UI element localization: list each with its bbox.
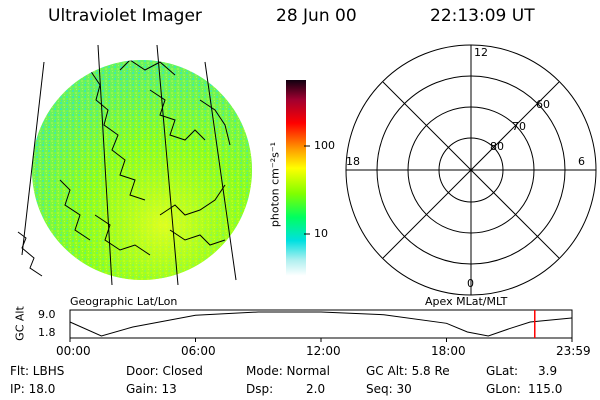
mlt-label-6: 6: [578, 155, 585, 168]
geo-panel-label: Geographic Lat/Lon: [70, 295, 178, 308]
info-seq: Seq: 30: [366, 382, 412, 396]
info-flt: Flt: LBHS: [10, 364, 65, 378]
orbit-timeline: [69, 309, 573, 342]
info-dsp-label: Dsp:: [246, 382, 274, 396]
info-dsp-value: 2.0: [306, 382, 326, 396]
mlt-label-0: 0: [467, 277, 474, 290]
instrument-title: Ultraviolet Imager: [48, 6, 202, 26]
info-glat-label: GLat:: [486, 364, 519, 378]
lat-label-60: 60: [536, 98, 550, 111]
timeline-ytick-low: 1.8: [38, 326, 56, 339]
timeline-xtick-3: 18:00: [431, 344, 466, 358]
timeline-ylabel: GC Alt: [13, 306, 27, 341]
info-door: Door: Closed: [126, 364, 203, 378]
info-glon-label: GLon:: [486, 382, 521, 396]
mlt-label-18: 18: [346, 155, 360, 168]
polar-plot: [345, 44, 597, 296]
timeline-xtick-4: 23:59: [556, 344, 591, 358]
date-label: 28 Jun 00: [276, 6, 357, 26]
timeline-xtick-0: 00:00: [56, 344, 91, 358]
timeline-xtick-2: 12:00: [306, 344, 341, 358]
earth-image: [17, 44, 252, 286]
info-glon-value: 115.0: [528, 382, 563, 396]
colorbar-tick-10: 10: [314, 227, 328, 240]
lat-label-80: 80: [490, 140, 504, 153]
lat-label-70: 70: [512, 120, 526, 133]
info-gcalt: GC Alt: 5.8 Re: [366, 364, 450, 378]
colorbar: [286, 80, 306, 276]
info-gain: Gain: 13: [126, 382, 177, 396]
info-mode: Mode: Normal: [246, 364, 330, 378]
info-ip: IP: 18.0: [10, 382, 56, 396]
mlt-label-12: 12: [474, 46, 488, 59]
colorbar-unit-label: photon cm⁻²s⁻¹: [268, 141, 282, 228]
timeline-ytick-high: 9.0: [38, 308, 56, 321]
colorbar-tick-100: 100: [314, 139, 335, 152]
info-glat-value: 3.9: [538, 364, 558, 378]
orbit-altitude-curve: [69, 311, 572, 337]
timeline-xtick-1: 06:00: [181, 344, 216, 358]
time-label: 22:13:09 UT: [430, 6, 535, 26]
apex-panel-label: Apex MLat/MLT: [425, 295, 508, 308]
